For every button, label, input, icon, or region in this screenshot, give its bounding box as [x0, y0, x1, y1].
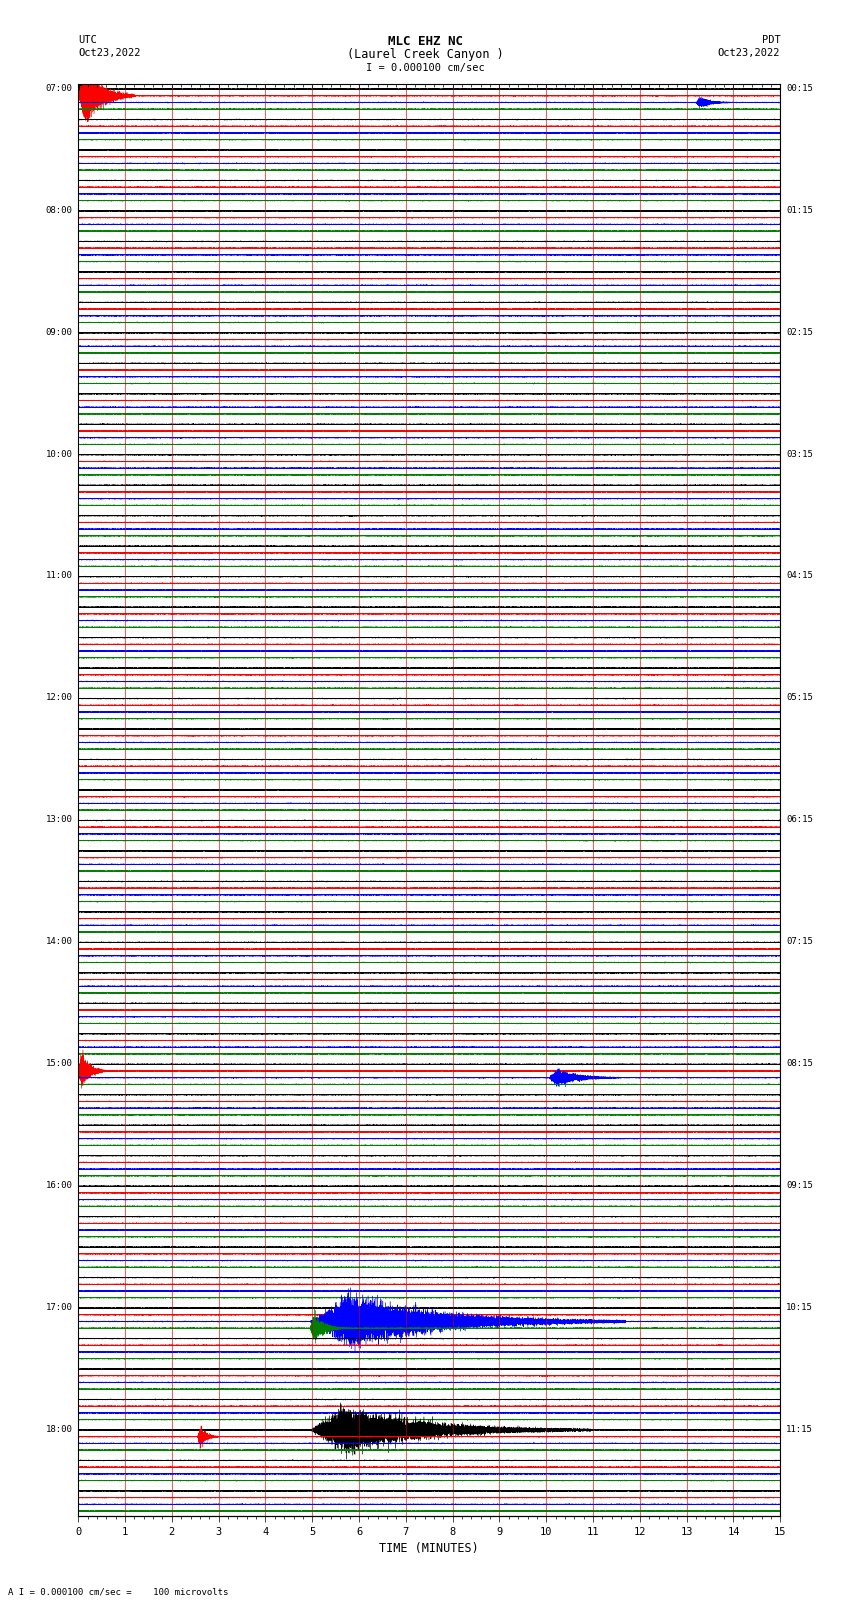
Text: I = 0.000100 cm/sec: I = 0.000100 cm/sec — [366, 63, 484, 73]
Text: A I = 0.000100 cm/sec =    100 microvolts: A I = 0.000100 cm/sec = 100 microvolts — [8, 1587, 229, 1597]
Text: 06:15: 06:15 — [786, 815, 813, 824]
Text: 05:15: 05:15 — [786, 694, 813, 702]
Text: 14:00: 14:00 — [46, 937, 72, 947]
Text: 16:00: 16:00 — [46, 1181, 72, 1190]
Text: 00:15: 00:15 — [786, 84, 813, 94]
Text: 12:00: 12:00 — [46, 694, 72, 702]
Text: 04:15: 04:15 — [786, 571, 813, 581]
Text: 02:15: 02:15 — [786, 327, 813, 337]
Text: UTC: UTC — [78, 35, 97, 45]
Text: Oct23,2022: Oct23,2022 — [717, 48, 780, 58]
Text: (Laurel Creek Canyon ): (Laurel Creek Canyon ) — [347, 48, 503, 61]
Text: 17:00: 17:00 — [46, 1303, 72, 1311]
Text: Oct23,2022: Oct23,2022 — [78, 48, 141, 58]
Text: 11:15: 11:15 — [786, 1424, 813, 1434]
Text: PDT: PDT — [762, 35, 780, 45]
Text: 18:00: 18:00 — [46, 1424, 72, 1434]
Text: 03:15: 03:15 — [786, 450, 813, 458]
X-axis label: TIME (MINUTES): TIME (MINUTES) — [379, 1542, 479, 1555]
Text: 10:15: 10:15 — [786, 1303, 813, 1311]
Text: 01:15: 01:15 — [786, 206, 813, 215]
Text: 09:00: 09:00 — [46, 327, 72, 337]
Text: 07:00: 07:00 — [46, 84, 72, 94]
Text: 15:00: 15:00 — [46, 1060, 72, 1068]
Text: 11:00: 11:00 — [46, 571, 72, 581]
Text: MLC EHZ NC: MLC EHZ NC — [388, 35, 462, 48]
Text: 10:00: 10:00 — [46, 450, 72, 458]
Text: 08:15: 08:15 — [786, 1060, 813, 1068]
Text: 08:00: 08:00 — [46, 206, 72, 215]
Text: 09:15: 09:15 — [786, 1181, 813, 1190]
Text: 13:00: 13:00 — [46, 815, 72, 824]
Text: 07:15: 07:15 — [786, 937, 813, 947]
